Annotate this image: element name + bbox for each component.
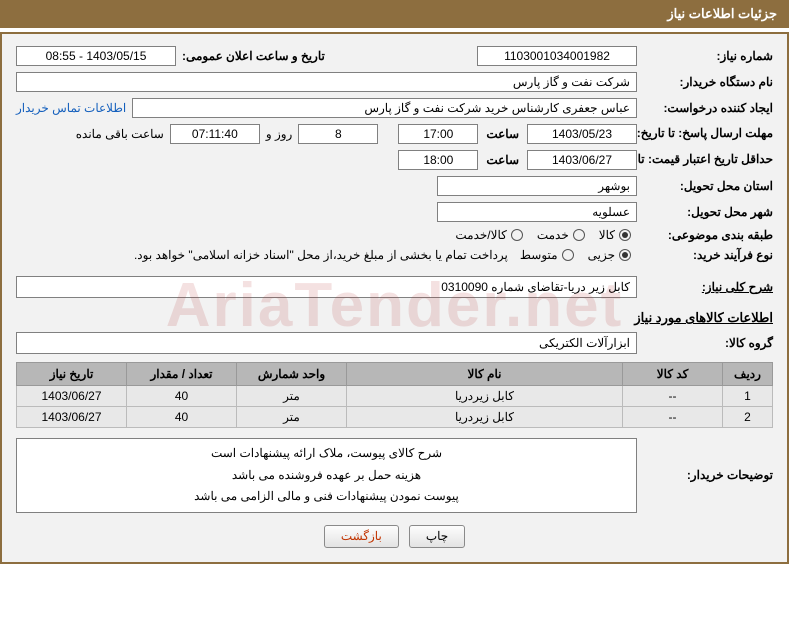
row-city: شهر محل تحویل: عسلویه — [16, 202, 773, 222]
table-row: 1--کابل زیردریامتر401403/06/27 — [17, 386, 773, 407]
row-goods-group: گروه کالا: ابزارآلات الکتریکی — [16, 332, 773, 354]
row-purchase-type: نوع فرآیند خرید: جزیی متوسط پرداخت تمام … — [16, 248, 773, 262]
time-label-2: ساعت — [486, 153, 519, 167]
announce-label: تاریخ و ساعت اعلان عمومی: — [182, 49, 325, 63]
row-general-desc: شرح کلی نیاز: کابل زیر دریا-تقاضای شماره… — [16, 276, 773, 298]
remarks-line-2: هزینه حمل بر عهده فروشنده می باشد — [25, 465, 628, 487]
table-cell-code: -- — [623, 407, 723, 428]
radio-small[interactable]: جزیی — [588, 248, 631, 262]
th-row: ردیف — [723, 363, 773, 386]
city-label: شهر محل تحویل: — [643, 205, 773, 219]
category-label: طبقه بندی موضوعی: — [643, 228, 773, 242]
th-name: نام کالا — [347, 363, 623, 386]
back-button[interactable]: بازگشت — [324, 525, 399, 548]
table-cell-unit: متر — [237, 407, 347, 428]
time-label-1: ساعت — [486, 127, 519, 141]
days-remaining: 8 — [298, 124, 378, 144]
province-label: استان محل تحویل: — [643, 179, 773, 193]
table-cell-qty: 40 — [127, 407, 237, 428]
row-requester: ایجاد کننده درخواست: عباس جعفری کارشناس … — [16, 98, 773, 118]
general-desc-label: شرح کلی نیاز: — [643, 280, 773, 294]
table-row: 2--کابل زیردریامتر401403/06/27 — [17, 407, 773, 428]
th-unit: واحد شمارش — [237, 363, 347, 386]
validity-date: 1403/06/27 — [527, 150, 637, 170]
radio-goods-service-label: کالا/خدمت — [455, 228, 506, 242]
th-date: تاریخ نیاز — [17, 363, 127, 386]
radio-dot-icon — [511, 229, 523, 241]
radio-dot-icon — [573, 229, 585, 241]
goods-group-label: گروه کالا: — [643, 336, 773, 350]
print-button[interactable]: چاپ — [409, 525, 465, 548]
validity-label: حداقل تاریخ اعتبار قیمت: تا تاریخ: — [643, 152, 773, 168]
row-remarks: توضیحات خریدار: شرح کالای پیوست، ملاک ار… — [16, 438, 773, 513]
radio-goods[interactable]: کالا — [599, 228, 631, 242]
radio-medium[interactable]: متوسط — [520, 248, 574, 262]
radio-service-label: خدمت — [537, 228, 569, 242]
form-frame: شماره نیاز: 1103001034001982 تاریخ و ساع… — [0, 32, 789, 564]
need-no-label: شماره نیاز: — [643, 49, 773, 63]
table-cell-unit: متر — [237, 386, 347, 407]
buyer-org-label: نام دستگاه خریدار: — [643, 75, 773, 89]
deadline-date: 1403/05/23 — [527, 124, 637, 144]
table-cell-qty: 40 — [127, 386, 237, 407]
general-desc-value: کابل زیر دریا-تقاضای شماره 0310090 — [16, 276, 637, 298]
remaining-suffix: ساعت باقی مانده — [76, 127, 164, 141]
remarks-label: توضیحات خریدار: — [643, 468, 773, 482]
row-need-no: شماره نیاز: 1103001034001982 تاریخ و ساع… — [16, 46, 773, 66]
goods-group-value: ابزارآلات الکتریکی — [16, 332, 637, 354]
days-word: روز و — [266, 127, 293, 141]
goods-info-title: اطلاعات کالاهای مورد نیاز — [16, 310, 773, 326]
table-cell-row: 1 — [723, 386, 773, 407]
validity-time: 18:00 — [398, 150, 478, 170]
button-row: چاپ بازگشت — [16, 525, 773, 548]
deadline-label: مهلت ارسال پاسخ: تا تاریخ: — [643, 126, 773, 142]
th-code: کد کالا — [623, 363, 723, 386]
radio-goods-label: کالا — [599, 228, 615, 242]
radio-goods-service[interactable]: کالا/خدمت — [455, 228, 522, 242]
remarks-box: شرح کالای پیوست، ملاک ارائه پیشنهادات اس… — [16, 438, 637, 513]
requester-value: عباس جعفری کارشناس خرید شرکت نفت و گاز پ… — [132, 98, 637, 118]
deadline-time: 17:00 — [398, 124, 478, 144]
announce-value: 1403/05/15 - 08:55 — [16, 46, 176, 66]
table-header-row: ردیف کد کالا نام کالا واحد شمارش تعداد /… — [17, 363, 773, 386]
requester-label: ایجاد کننده درخواست: — [643, 101, 773, 115]
city-value: عسلویه — [437, 202, 637, 222]
radio-dot-icon — [619, 249, 631, 261]
row-province: استان محل تحویل: بوشهر — [16, 176, 773, 196]
row-validity: حداقل تاریخ اعتبار قیمت: تا تاریخ: 1403/… — [16, 150, 773, 170]
table-cell-row: 2 — [723, 407, 773, 428]
radio-medium-label: متوسط — [520, 248, 558, 262]
radio-dot-icon — [562, 249, 574, 261]
table-cell-date: 1403/06/27 — [17, 386, 127, 407]
ptype-radio-group: جزیی متوسط — [520, 248, 631, 262]
goods-table: ردیف کد کالا نام کالا واحد شمارش تعداد /… — [16, 362, 773, 428]
buyer-org-value: شرکت نفت و گاز پارس — [16, 72, 637, 92]
table-cell-date: 1403/06/27 — [17, 407, 127, 428]
table-cell-name: کابل زیردریا — [347, 386, 623, 407]
goods-table-wrap: ردیف کد کالا نام کالا واحد شمارش تعداد /… — [16, 362, 773, 428]
radio-service[interactable]: خدمت — [537, 228, 585, 242]
radio-dot-icon — [619, 229, 631, 241]
row-buyer-org: نام دستگاه خریدار: شرکت نفت و گاز پارس — [16, 72, 773, 92]
need-no-value: 1103001034001982 — [477, 46, 637, 66]
radio-small-label: جزیی — [588, 248, 615, 262]
table-cell-name: کابل زیردریا — [347, 407, 623, 428]
contact-link[interactable]: اطلاعات تماس خریدار — [16, 101, 126, 115]
table-cell-code: -- — [623, 386, 723, 407]
payment-note: پرداخت تمام یا بخشی از مبلغ خرید،از محل … — [134, 248, 508, 262]
row-deadline: مهلت ارسال پاسخ: تا تاریخ: 1403/05/23 سا… — [16, 124, 773, 144]
panel-header: جزئیات اطلاعات نیاز — [0, 0, 789, 28]
category-radio-group: کالا خدمت کالا/خدمت — [455, 228, 631, 242]
remarks-line-1: شرح کالای پیوست، ملاک ارائه پیشنهادات اس… — [25, 443, 628, 465]
th-qty: تعداد / مقدار — [127, 363, 237, 386]
province-value: بوشهر — [437, 176, 637, 196]
time-remaining: 07:11:40 — [170, 124, 260, 144]
remarks-line-3: پیوست نمودن پیشنهادات فنی و مالی الزامی … — [25, 486, 628, 508]
panel-title: جزئیات اطلاعات نیاز — [667, 6, 777, 21]
row-category: طبقه بندی موضوعی: کالا خدمت کالا/خدمت — [16, 228, 773, 242]
ptype-label: نوع فرآیند خرید: — [643, 248, 773, 262]
